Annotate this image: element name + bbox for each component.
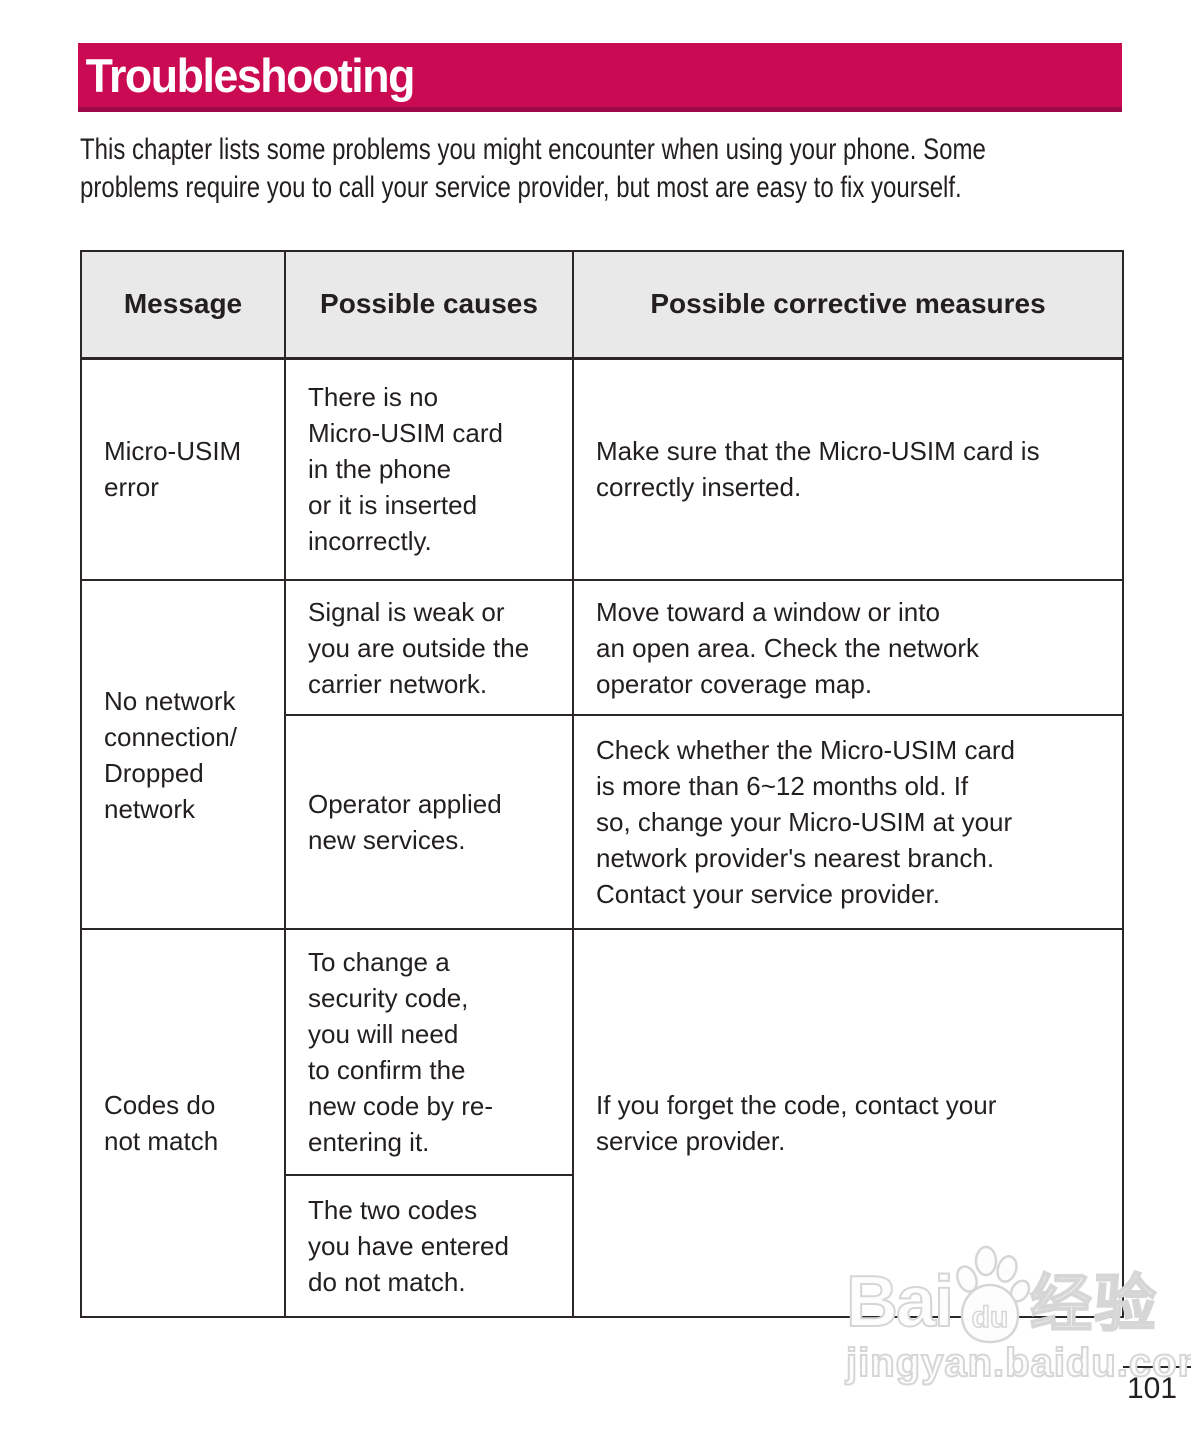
cell-measure-forget-code: If you forget the code, contact your ser… xyxy=(572,928,1124,1318)
intro-paragraph: This chapter lists some problems you mig… xyxy=(80,133,986,204)
table-row: No network connection/ Dropped network S… xyxy=(80,579,1124,930)
cell-measure-check-card-age: Check whether the Micro-USIM card is mor… xyxy=(572,714,1124,930)
page-number-value: 101 xyxy=(1127,1372,1178,1405)
table-row: Operator applied new services. Check whe… xyxy=(81,714,1124,930)
cell-measure-insert-correctly: Make sure that the Micro-USIM card is co… xyxy=(572,357,1124,581)
page-title: Troubleshooting xyxy=(85,49,416,102)
chapter-title-bar: Troubleshooting xyxy=(78,43,1122,112)
header-possible-causes: Possible causes xyxy=(284,250,574,360)
cell-message-codes-do-not-match: Codes do not match xyxy=(80,928,286,1318)
cell-measure-move-to-window: Move toward a window or into an open are… xyxy=(572,579,1124,716)
cell-message-no-network: No network connection/ Dropped network xyxy=(80,579,286,930)
table-row: Micro-USIM error There is no Micro-USIM … xyxy=(80,357,1124,581)
cell-cause-weak-signal: Signal is weak or you are outside the ca… xyxy=(284,579,574,716)
table-header-row: Message Possible causes Possible correct… xyxy=(80,250,1124,360)
header-corrective-measures: Possible corrective measures xyxy=(572,250,1124,360)
cell-cause-no-card: There is no Micro-USIM card in the phone… xyxy=(284,357,574,581)
page-number: 101 xyxy=(1123,1366,1191,1406)
cell-cause-operator-services: Operator applied new services. xyxy=(284,714,574,930)
troubleshooting-table: Message Possible causes Possible correct… xyxy=(80,250,1124,1318)
table-row: The two codes you have entered do not ma… xyxy=(81,1174,1123,1318)
table-row: Codes do not match To change a security … xyxy=(80,928,1124,1318)
cell-cause-two-codes-mismatch: The two codes you have entered do not ma… xyxy=(284,1174,574,1318)
cell-cause-change-security-code: To change a security code, you will need… xyxy=(284,928,574,1176)
cell-message-micro-usim-error: Micro-USIM error xyxy=(80,357,286,581)
header-message: Message xyxy=(80,250,286,360)
